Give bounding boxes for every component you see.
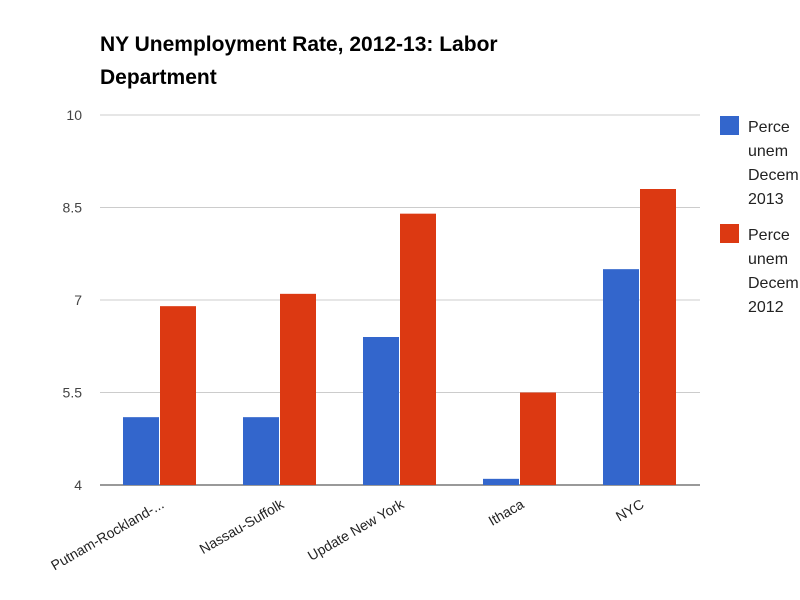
legend-label: Perce xyxy=(748,119,790,136)
bar xyxy=(520,392,556,485)
x-tick-label: Ithaca xyxy=(485,496,526,529)
legend-label: Decem xyxy=(748,167,799,184)
bar xyxy=(400,213,436,485)
chart-title: NY Unemployment Rate, 2012-13: Labor Dep… xyxy=(100,33,498,89)
legend-label: Decem xyxy=(748,275,799,292)
bar xyxy=(160,306,196,485)
y-tick-label: 10 xyxy=(66,107,82,123)
x-tick-label: Update New York xyxy=(305,495,408,563)
x-tick-label: Putnam-Rockland-... xyxy=(48,496,167,574)
bar xyxy=(603,269,639,485)
bar xyxy=(243,417,279,485)
x-tick-label: NYC xyxy=(613,496,647,525)
legend-label: Perce xyxy=(748,227,790,244)
bar xyxy=(123,417,159,485)
legend-label: 2013 xyxy=(748,191,784,208)
legend-swatch xyxy=(720,116,739,135)
x-tick-label: Nassau-Suffolk xyxy=(196,495,287,557)
bar xyxy=(640,189,676,485)
y-tick-label: 4 xyxy=(74,477,82,493)
y-tick-label: 7 xyxy=(74,292,82,308)
y-tick-label: 8.5 xyxy=(63,200,83,216)
y-tick-label: 5.5 xyxy=(63,385,83,401)
bar xyxy=(363,337,399,485)
legend-label: 2012 xyxy=(748,299,784,316)
bar xyxy=(483,478,519,485)
legend-label: unem xyxy=(748,143,788,160)
legend-swatch xyxy=(720,224,739,243)
legend-label: unem xyxy=(748,251,788,268)
bar xyxy=(280,293,316,485)
